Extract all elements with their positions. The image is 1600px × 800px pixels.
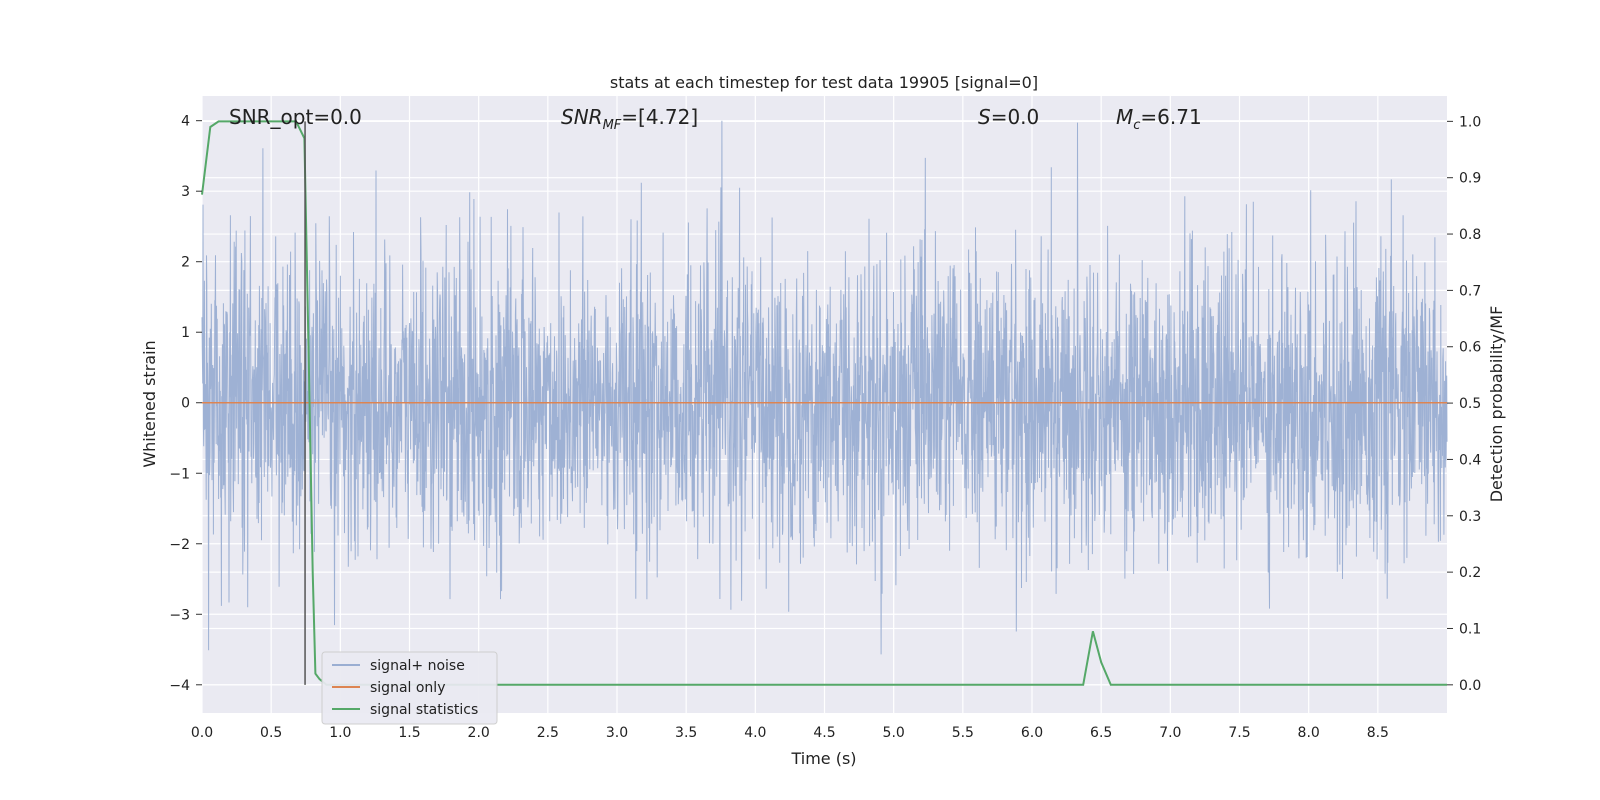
y-right-tick-label: 0.3 [1459,509,1481,525]
x-axis-label: Time (s) [790,749,856,768]
y-right-axis-label: Detection probability/MF [1487,306,1506,503]
x-tick-label: 4.5 [813,725,835,741]
x-tick-label: 1.0 [329,725,351,741]
y-right-tick-label: 0.1 [1459,621,1481,637]
x-tick-label: 5.5 [952,725,974,741]
y-right-tick-label: 0.4 [1459,452,1481,468]
legend: signal+ noise signal only signal statist… [321,651,498,725]
y-right-axis-ticks: 1.0 0.9 0.8 0.7 0.6 0.5 0.4 0.3 0.2 0.1 0.0 [1447,114,1481,694]
y-left-axis-ticks: 4 3 2 1 0 −1 −2 −3 −4 [169,114,202,694]
legend-label-signal-only: signal only [370,680,445,696]
annotation-mc: Mc=6.71 [1116,105,1202,133]
series-signal-noise [201,120,1448,655]
x-tick-label: 0.0 [191,725,213,741]
x-tick-label: 7.0 [1159,725,1181,741]
y-left-tick-label: 4 [181,114,190,130]
x-tick-label: 3.5 [675,725,697,741]
x-tick-label: 3.0 [606,725,628,741]
legend-box [321,651,498,725]
x-tick-label: 8.5 [1367,725,1389,741]
annotation-snr-opt: SNR_opt=0.0 [229,105,362,129]
x-tick-label: 2.0 [468,725,490,741]
x-tick-label: 8.0 [1298,725,1320,741]
annotation-snr-mf: SNRMF=[4.72] [561,105,698,133]
y-left-tick-label: 3 [181,184,190,200]
x-tick-label: 6.0 [1021,725,1043,741]
x-tick-label: 5.0 [883,725,905,741]
y-left-tick-label: −1 [169,466,190,482]
y-left-axis-label: Whitened strain [140,340,159,467]
chart-title: stats at each timestep for test data 199… [610,73,1038,92]
x-axis-ticks: 0.0 0.5 1.0 1.5 2.0 2.5 3.0 3.5 4.0 4.5 5.0 5.5 6.0 6… [191,725,1389,741]
y-left-tick-label: −4 [169,678,190,694]
y-right-tick-label: 0.0 [1459,678,1481,694]
annotation-s: S=0.0 [978,105,1039,129]
y-right-tick-label: 0.7 [1459,283,1481,299]
annotation-snr-mf-sub: MF [603,118,622,133]
y-right-tick-label: 0.2 [1459,565,1481,581]
legend-label-signal-statistics: signal statistics [370,702,478,718]
y-left-tick-label: −3 [169,607,190,623]
annotation-mc-sub: c [1133,118,1140,133]
y-left-tick-label: 2 [181,255,190,271]
x-tick-label: 1.5 [398,725,420,741]
annotation-mc-main: M [1116,105,1133,129]
x-tick-label: 2.5 [537,725,559,741]
annotation-mc-value: =6.71 [1140,105,1201,129]
annotation-snr-mf-value: =[4.72] [621,105,698,129]
y-left-tick-label: 0 [181,396,190,412]
x-tick-label: 7.5 [1228,725,1250,741]
annotation-s-value: =0.0 [991,105,1040,129]
y-left-tick-label: −2 [169,537,190,553]
x-tick-label: 4.0 [744,725,766,741]
x-tick-label: 0.5 [260,725,282,741]
annotation-s-main: S [978,105,991,129]
y-right-tick-label: 0.8 [1459,227,1481,243]
y-right-tick-label: 0.5 [1459,396,1481,412]
y-right-tick-label: 0.6 [1459,340,1481,356]
y-right-tick-label: 0.9 [1459,171,1481,187]
signal-noise-line [201,120,1448,655]
y-right-tick-label: 1.0 [1459,114,1481,130]
legend-label-signal-noise: signal+ noise [370,658,465,674]
y-left-tick-label: 1 [181,325,190,341]
annotation-snr-mf-main: SNR [561,105,603,129]
x-tick-label: 6.5 [1090,725,1112,741]
